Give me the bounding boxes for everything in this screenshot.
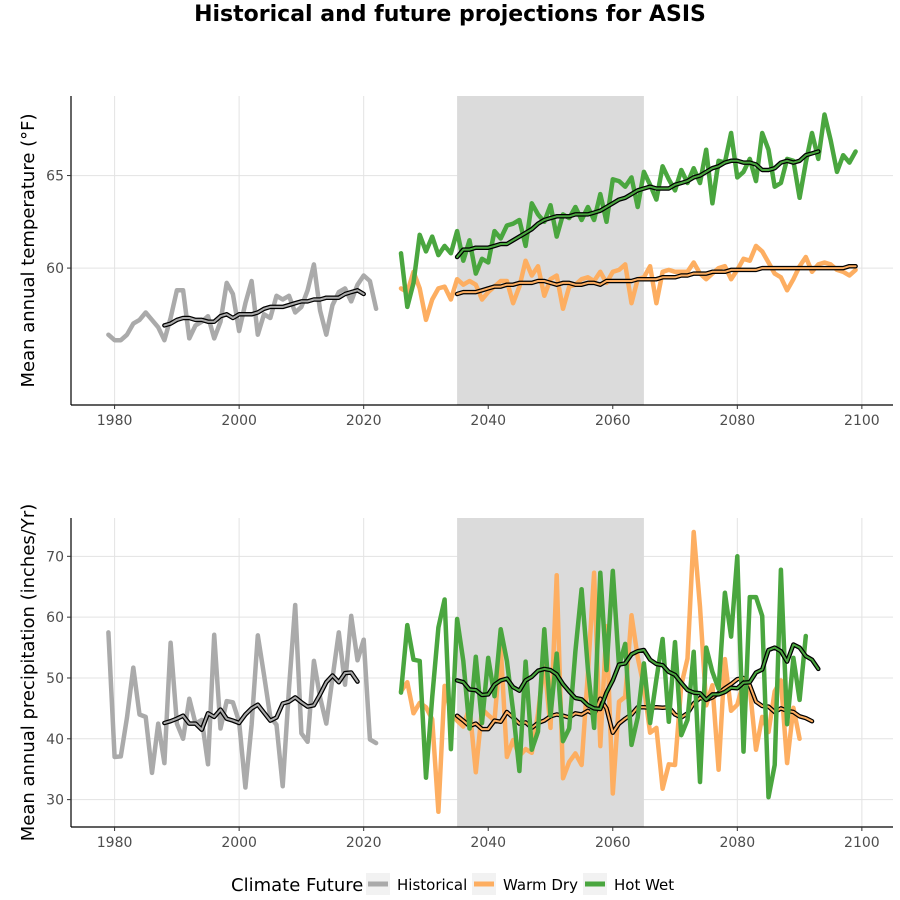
hot-wet-line [398,112,858,310]
x-tick-label: 1980 [97,835,133,851]
legend: Climate Future Historical Warm Dry Hot Wet [231,873,674,896]
legend-title: Climate Future [231,875,363,896]
x-tick-label: 2060 [595,835,631,851]
hot-wet-line [398,554,809,800]
y-tick-label: 65 [46,169,64,185]
y-tick-label: 50 [46,671,64,687]
historical-line [106,602,379,790]
x-tick-label: 2040 [470,835,506,851]
x-tick-label: 2080 [719,835,755,851]
legend-label-historical: Historical [397,876,467,894]
legend-label-hot-wet: Hot Wet [614,876,674,894]
y-axis-title: Mean annual precipitation (inches/Yr) [18,504,39,842]
x-tick-label: 2080 [719,413,755,429]
x-tick-label: 2000 [221,413,257,429]
x-tick-label: 1980 [97,413,133,429]
historical-line [106,262,379,343]
x-tick-label: 2100 [844,835,880,851]
y-tick-label: 60 [46,261,64,277]
y-tick-label: 40 [46,732,64,748]
hot-wet-moving-average-line [456,643,820,710]
x-tick-label: 2020 [346,835,382,851]
shaded-period [457,96,644,405]
historical-moving-average-line [163,289,365,327]
chart-title: Historical and future projections for AS… [194,2,706,27]
precipitation-panel: 1980 2000 2020 2040 2060 2080 2100 30 40 50 60 70 Me… [18,504,893,851]
y-axis-title: Mean annual temperature (°F) [18,113,39,387]
legend-label-warm-dry: Warm Dry [503,876,578,894]
x-tick-label: 2020 [346,413,382,429]
y-tick-label: 60 [46,610,64,626]
temperature-panel: 1980 2000 2020 2040 2060 2080 2100 60 65 Mean ann… [18,96,893,429]
x-tick-label: 2000 [221,835,257,851]
x-tick-label: 2040 [470,413,506,429]
warm-dry-moving-average-line [456,265,857,295]
x-tick-label: 2060 [595,413,631,429]
x-tick-label: 2100 [844,413,880,429]
historical-moving-average-line [163,671,359,731]
warm-dry-line [398,243,858,323]
y-tick-label: 70 [46,549,64,565]
y-tick-label: 30 [46,793,64,809]
hot-wet-moving-average-line [456,150,820,258]
